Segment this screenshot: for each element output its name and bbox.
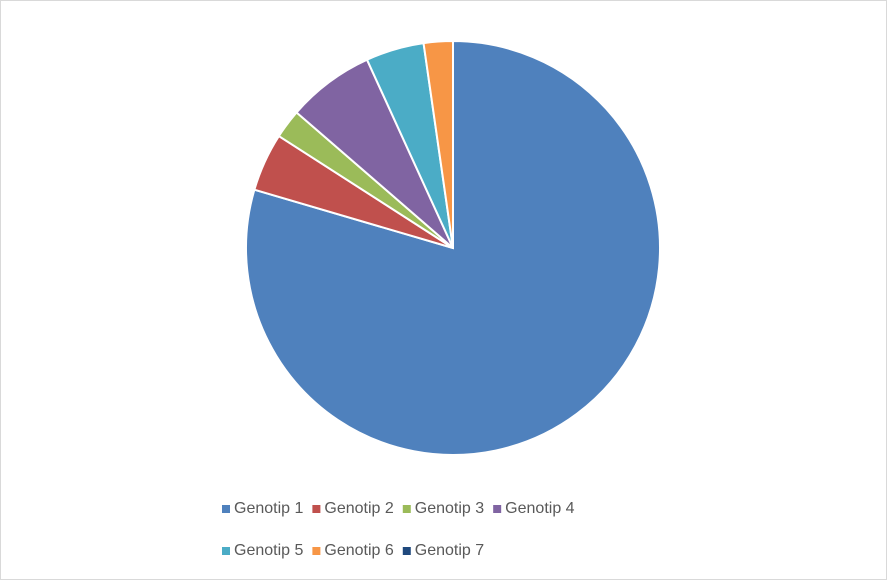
legend-label: Genotip 1 bbox=[234, 500, 303, 517]
legend-swatch bbox=[493, 505, 502, 513]
legend-swatch bbox=[222, 505, 230, 513]
legend-label: Genotip 4 bbox=[505, 500, 574, 517]
legend-swatch bbox=[312, 505, 321, 513]
legend-label: Genotip 2 bbox=[324, 500, 393, 517]
pie-slice bbox=[245, 39, 661, 456]
legend-label: Genotip 7 bbox=[415, 542, 484, 559]
legend-swatch bbox=[402, 505, 411, 513]
legend-label: Genotip 3 bbox=[415, 500, 484, 517]
legend-label: Genotip 6 bbox=[324, 542, 393, 559]
legend-swatch bbox=[312, 547, 321, 555]
legend-label: Genotip 5 bbox=[234, 542, 303, 559]
legend-swatch bbox=[402, 547, 411, 555]
pie-slice bbox=[422, 39, 454, 249]
legend-swatch bbox=[222, 547, 230, 555]
